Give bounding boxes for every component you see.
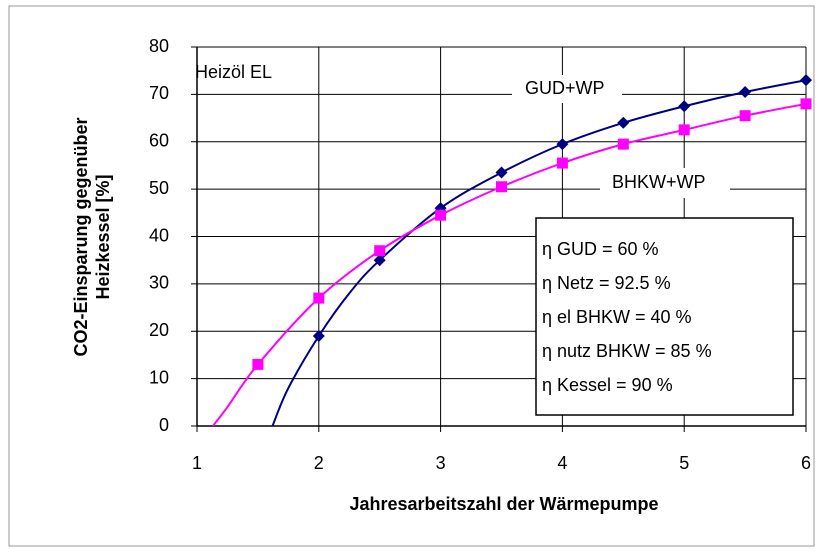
x-tick-label: 1 xyxy=(192,453,202,473)
y-tick-label: 60 xyxy=(149,131,169,151)
x-tick-label: 3 xyxy=(436,453,446,473)
x-tick-label: 4 xyxy=(557,453,567,473)
marker xyxy=(800,74,812,87)
y-tick-label: 50 xyxy=(149,178,169,198)
marker xyxy=(556,138,569,151)
x-tick-label: 6 xyxy=(801,453,811,473)
y-axis-label: Heizkessel [%] xyxy=(93,174,113,299)
marker xyxy=(435,209,447,221)
annotation: Heizöl EL xyxy=(195,62,272,82)
marker xyxy=(556,157,568,169)
marker xyxy=(739,86,752,99)
y-tick-label: 30 xyxy=(149,273,169,293)
y-axis-label: CO2-Einsparung gegenüber xyxy=(71,117,91,356)
note-line: η el BHKW = 40 % xyxy=(542,307,692,327)
marker xyxy=(678,124,690,136)
x-axis-label: Jahresarbeitszahl der Wärmepumpe xyxy=(349,494,658,514)
y-tick-label: 40 xyxy=(149,225,169,245)
marker xyxy=(313,292,325,304)
x-tick-label: 2 xyxy=(314,453,324,473)
note-line: η Netz = 92.5 % xyxy=(542,273,671,293)
legend-label-bg xyxy=(512,75,622,103)
legend-label: GUD+WP xyxy=(525,78,605,98)
note-box xyxy=(535,217,794,416)
marker xyxy=(496,181,507,193)
note-line: η nutz BHKW = 85 % xyxy=(542,341,712,361)
y-tick-label: 10 xyxy=(149,367,169,387)
marker xyxy=(617,116,630,129)
legend-label: BHKW+WP xyxy=(612,172,706,192)
x-tick-label: 5 xyxy=(679,453,689,473)
marker xyxy=(495,166,508,179)
marker xyxy=(374,245,386,257)
marker xyxy=(312,329,325,342)
legend-label-bg xyxy=(600,168,730,198)
marker xyxy=(373,254,386,267)
marker xyxy=(678,100,691,113)
y-tick-label: 80 xyxy=(149,36,169,56)
marker xyxy=(617,138,629,150)
y-tick-label: 0 xyxy=(159,415,169,435)
marker xyxy=(739,110,751,122)
note-line: η GUD = 60 % xyxy=(542,239,659,259)
note-line: η Kessel = 90 % xyxy=(542,375,673,395)
marker xyxy=(252,358,264,370)
marker xyxy=(800,98,812,110)
y-tick-label: 70 xyxy=(149,83,169,103)
y-tick-label: 20 xyxy=(149,320,169,340)
